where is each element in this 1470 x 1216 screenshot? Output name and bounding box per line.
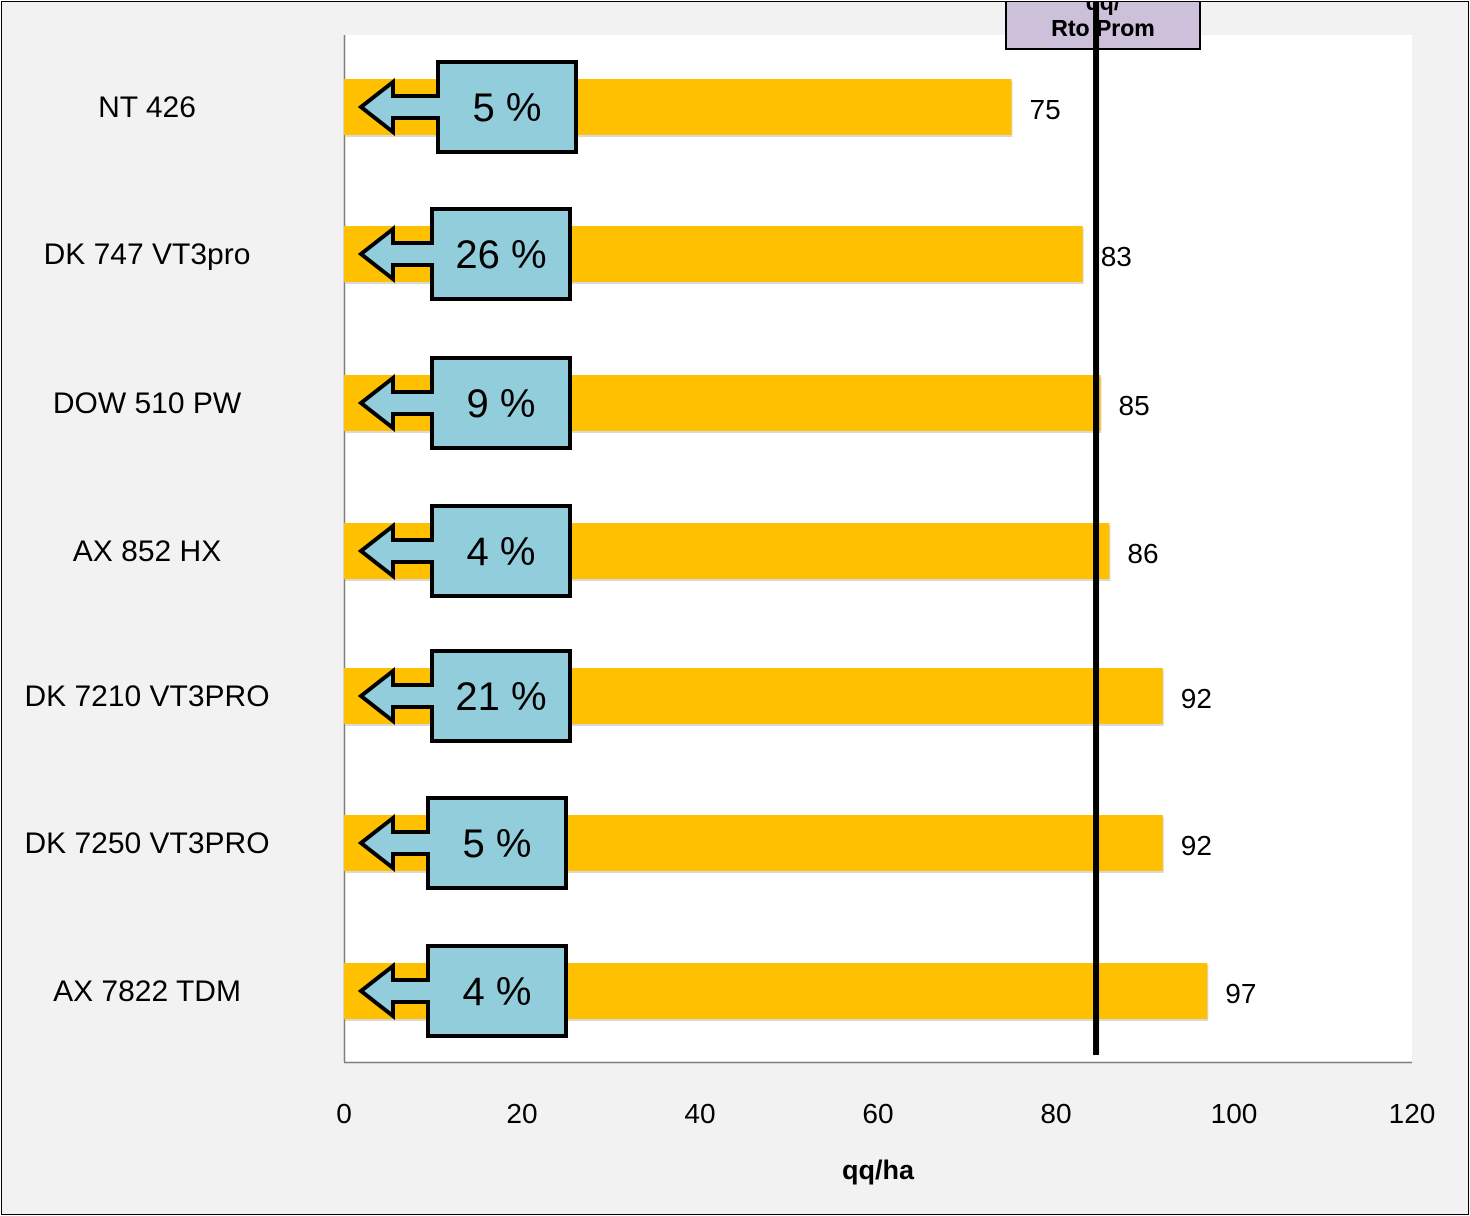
callout-label: 5 % — [463, 822, 532, 866]
x-axis-title: qq/ha — [842, 1155, 915, 1185]
category-label: AX 852 HX — [73, 535, 221, 568]
category-label: NT 426 — [98, 91, 196, 124]
x-tick-label: 80 — [1040, 1098, 1071, 1129]
callout-label: 5 % — [473, 86, 542, 130]
x-tick-label: 0 — [336, 1098, 352, 1129]
callout-label: 4 % — [467, 530, 536, 574]
category-label: DK 7250 VT3PRO — [24, 827, 269, 860]
callout-arrow — [357, 796, 568, 890]
callout-arrow — [357, 504, 572, 598]
callout-arrow — [357, 207, 572, 301]
callout-arrow — [357, 944, 568, 1038]
callout-label: 4 % — [463, 970, 532, 1014]
data-label: 92 — [1181, 830, 1212, 861]
callout-label: 26 % — [455, 233, 546, 277]
data-label: 92 — [1181, 683, 1212, 714]
callout-arrow — [357, 60, 578, 154]
category-label: AX 7822 TDM — [53, 975, 241, 1008]
data-label: 75 — [1030, 94, 1061, 125]
x-tick-label: 100 — [1211, 1098, 1258, 1129]
callout-arrow — [357, 649, 572, 743]
reference-label-overlay: Rto Prom — [1051, 15, 1155, 41]
callout-label: 9 % — [467, 382, 536, 426]
callout-label: 21 % — [455, 675, 546, 719]
reference-label-box — [1005, 2, 1201, 50]
x-tick-label: 40 — [684, 1098, 715, 1129]
data-label: 86 — [1127, 538, 1158, 569]
data-label: 83 — [1101, 241, 1132, 272]
x-tick-label: 20 — [506, 1098, 537, 1129]
reference-label: qq/ — [1086, 2, 1121, 15]
data-label: 97 — [1225, 978, 1256, 1009]
category-label: DK 747 VT3pro — [44, 238, 251, 271]
data-label: 85 — [1119, 390, 1150, 421]
category-label: DK 7210 VT3PRO — [24, 680, 269, 713]
x-tick-label: 60 — [862, 1098, 893, 1129]
callout-arrow — [357, 356, 572, 450]
reference-label: Rto Prom — [1051, 15, 1155, 41]
category-label: DOW 510 PW — [53, 387, 242, 420]
x-tick-label: 120 — [1389, 1098, 1436, 1129]
